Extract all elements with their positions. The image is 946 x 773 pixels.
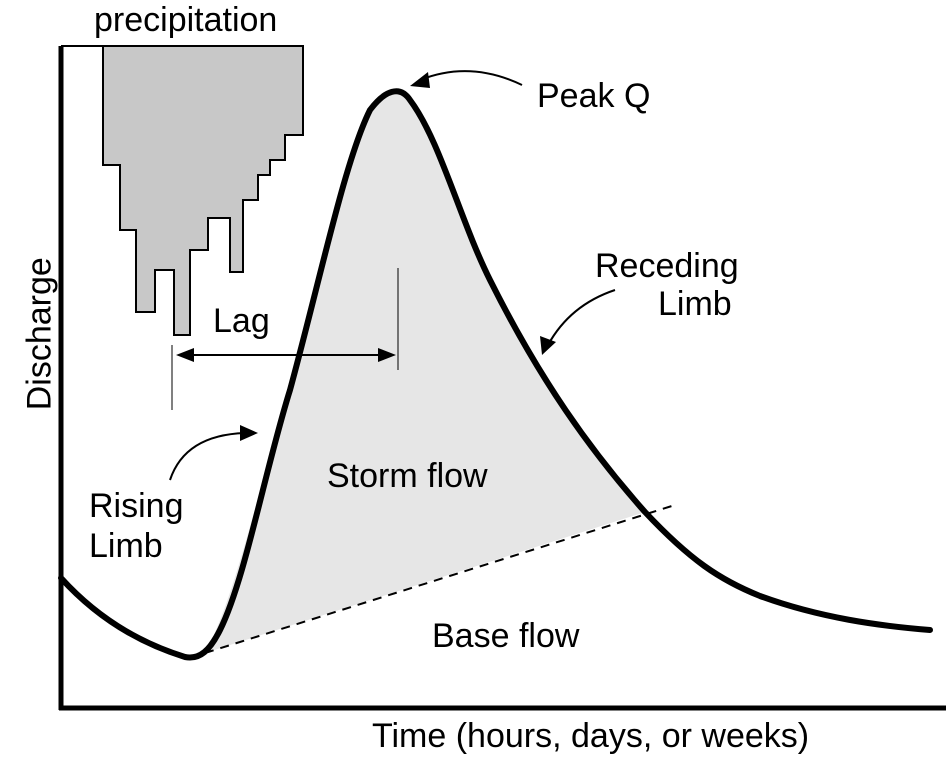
rising-limb-label-line1: Rising [89,487,184,525]
receding-arrow-head [540,336,556,355]
baseflow-separation-line [204,504,676,654]
precipitation-label: precipitation [94,1,278,39]
storm-flow-area [205,91,645,654]
precipitation-bars [102,45,304,336]
rising-arrow-line [169,432,246,481]
receding-limb-label-line1: Receding [595,247,739,285]
y-axis-label: Discharge [20,257,59,411]
peak-arrow-line [419,70,523,86]
storm-flow-label: Storm flow [327,457,488,495]
peak-q-label: Peak Q [537,77,651,115]
receding-limb-label-line2: Limb [658,285,732,323]
x-axis-label: Time (hours, days, or weeks) [372,717,810,755]
lag-arrow-right-head [378,348,396,362]
rising-arrow-head [240,425,258,441]
rising-limb-label-line2: Limb [89,527,163,565]
lag-arrow-left-head [176,348,194,362]
hydrograph-curve [58,88,933,661]
base-flow-label: Base flow [432,617,580,655]
lag-label: Lag [213,302,270,340]
peak-arrow-head [410,72,430,88]
receding-arrow-line [547,289,616,346]
